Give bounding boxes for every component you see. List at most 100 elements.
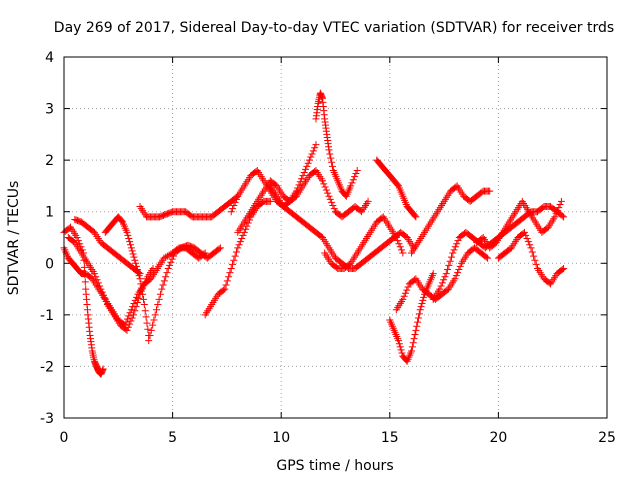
data-point	[348, 179, 356, 187]
data-point	[347, 182, 355, 190]
data-point	[100, 291, 108, 299]
data-point	[240, 228, 248, 236]
data-point	[419, 296, 427, 304]
series-trace-14	[373, 156, 420, 221]
data-point	[239, 231, 247, 239]
data-point	[395, 340, 403, 348]
data-point	[392, 234, 400, 241]
data-point	[164, 264, 172, 272]
data-point	[311, 144, 319, 152]
x-tick-label: 5	[168, 430, 177, 446]
series-trace-13	[321, 213, 407, 272]
data-point	[328, 198, 336, 206]
data-point	[322, 186, 330, 194]
data-point	[81, 278, 89, 286]
data-point	[320, 180, 328, 188]
data-point	[325, 146, 333, 154]
x-tick-label: 25	[598, 430, 616, 446]
data-point	[528, 248, 536, 256]
data-point	[142, 313, 150, 321]
data-point	[415, 310, 423, 318]
y-axis-title: SDTVAR / TECUs	[6, 181, 22, 296]
data-point	[330, 205, 338, 213]
data-point	[167, 258, 175, 266]
data-point	[305, 156, 313, 164]
data-point	[300, 169, 308, 177]
series-trace-12	[266, 182, 418, 272]
series-trace-1	[60, 223, 107, 378]
data-point	[447, 253, 455, 261]
data-point	[303, 162, 311, 170]
data-point	[527, 244, 535, 252]
data-point	[410, 335, 418, 343]
data-point	[153, 306, 161, 314]
series-trace-11	[312, 89, 361, 200]
x-tick-label: 0	[60, 430, 69, 446]
data-point	[522, 231, 530, 239]
plot-frame	[63, 56, 608, 419]
data-point	[123, 326, 131, 334]
data-point	[151, 311, 159, 319]
data-point	[130, 311, 138, 319]
data-point	[154, 301, 162, 309]
data-point	[420, 293, 428, 301]
data-point	[230, 202, 238, 210]
data-point	[398, 349, 406, 357]
data-point	[482, 253, 490, 261]
data-point	[520, 228, 528, 236]
data-point	[560, 213, 568, 221]
data-point	[396, 243, 404, 251]
data-point	[396, 343, 404, 351]
data-point	[221, 285, 229, 293]
data-point	[124, 323, 132, 331]
data-point	[219, 286, 227, 294]
data-point	[450, 246, 458, 254]
data-point	[414, 314, 422, 322]
data-point	[418, 300, 426, 308]
data-point	[299, 172, 307, 180]
data-point	[137, 280, 145, 288]
chart-title: Day 269 of 2017, Sidereal Day-to-day VTE…	[54, 20, 614, 36]
data-point	[160, 277, 168, 285]
data-point	[326, 150, 334, 158]
series-trace-6	[136, 192, 242, 221]
data-point	[349, 176, 357, 184]
data-point	[449, 249, 457, 257]
data-point	[156, 290, 164, 298]
data-point	[441, 273, 449, 281]
data-point	[128, 247, 136, 255]
data-point	[150, 316, 158, 324]
series-trace-3	[64, 234, 157, 334]
data-point	[455, 265, 463, 273]
data-point	[131, 307, 139, 315]
data-point	[351, 173, 359, 181]
data-point	[558, 212, 566, 220]
series-trace-9	[227, 141, 320, 216]
data-point	[444, 265, 452, 273]
data-point	[304, 159, 312, 167]
data-point	[98, 288, 106, 296]
data-point	[352, 170, 360, 178]
data-point	[132, 259, 140, 267]
data-point	[318, 177, 326, 185]
data-point	[126, 238, 134, 246]
data-point	[411, 212, 419, 220]
data-point	[127, 306, 135, 314]
data-point	[523, 235, 531, 243]
data-point	[97, 285, 105, 293]
data-point	[325, 192, 333, 200]
data-point	[125, 235, 133, 243]
y-tick-label: 0	[45, 256, 54, 272]
data-point	[133, 262, 141, 270]
series-trace-20	[494, 228, 568, 288]
data-point	[229, 260, 237, 268]
data-point	[131, 256, 139, 264]
data-point	[225, 273, 233, 281]
data-point	[328, 158, 336, 166]
data-point	[327, 154, 335, 162]
data-point	[229, 205, 237, 213]
data-point	[215, 245, 223, 253]
data-point	[90, 270, 98, 278]
data-point	[127, 244, 135, 252]
series-trace-4	[71, 215, 144, 278]
